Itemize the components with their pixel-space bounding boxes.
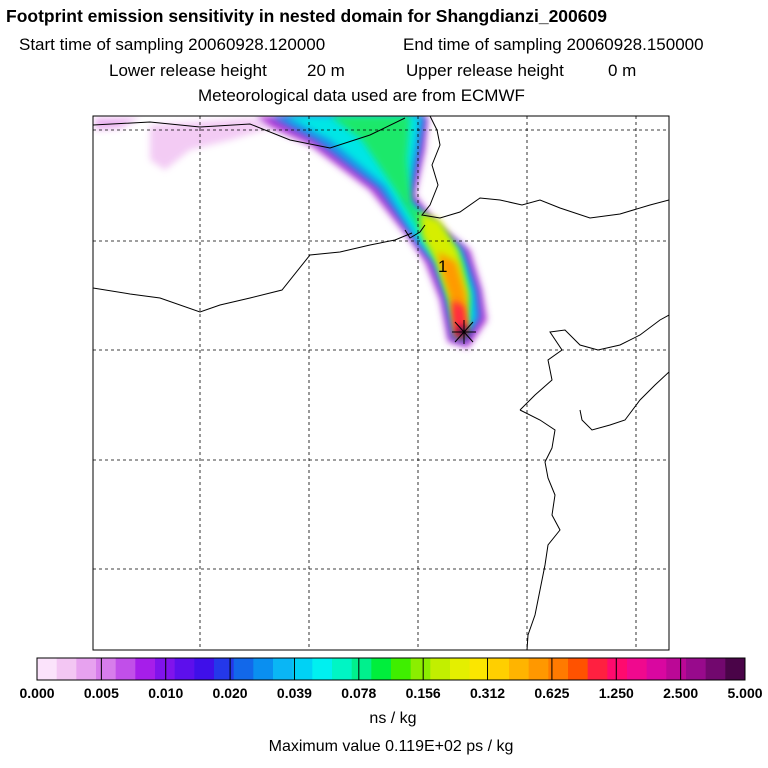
colorbar-swatch: [37, 658, 58, 680]
colorbar-swatch: [371, 658, 392, 680]
colorbar-tick-label: 0.078: [341, 685, 377, 701]
colorbar-tick-label: 0.005: [83, 685, 119, 701]
map-title: Footprint emission sensitivity in nested…: [6, 6, 607, 26]
colorbar-tick-label: 0.156: [405, 685, 441, 701]
colorbar-swatch: [56, 658, 77, 680]
release-site-label: 1: [438, 257, 447, 276]
colorbar-swatch: [587, 658, 608, 680]
end-time-label: End time of sampling 20060928.150000: [403, 35, 704, 54]
upper-release-value: 0 m: [608, 61, 637, 80]
colorbar-unit: ns / kg: [369, 710, 417, 727]
colorbar-swatch: [214, 658, 235, 680]
met-data-label: Meteorological data used are from ECMWF: [198, 86, 525, 105]
colorbar-swatch: [155, 658, 176, 680]
lower-release-label: Lower release height: [109, 61, 267, 80]
colorbar-swatch: [430, 658, 451, 680]
colorbar-swatch: [115, 658, 136, 680]
colorbar-tick-label: 0.039: [276, 685, 312, 701]
faint-plume-patch: [150, 118, 270, 170]
map-frame: [92, 115, 670, 651]
coastlines: [93, 116, 669, 650]
colorbar-border: [36, 657, 746, 681]
upper-release-label: Upper release height: [406, 61, 564, 80]
colorbar-tick-label: 0.000: [19, 685, 55, 701]
colorbar-swatch: [548, 658, 569, 680]
graticule: [93, 116, 669, 650]
colorbar-tick-label: 0.010: [148, 685, 184, 701]
colorbar-swatch: [666, 658, 687, 680]
colorbar-swatch: [76, 658, 97, 680]
colorbar-swatch: [450, 658, 471, 680]
colorbar-swatch: [489, 658, 510, 680]
plume-layer: [95, 116, 487, 348]
colorbar-swatch: [194, 658, 215, 680]
colorbar-swatch: [509, 658, 530, 680]
colorbar-swatch: [351, 658, 372, 680]
colorbar-swatch: [174, 658, 195, 680]
colorbar: [36, 657, 746, 681]
colorbar-swatch: [253, 658, 274, 680]
colorbar-swatch: [607, 658, 628, 680]
colorbar-tick-label: 0.625: [534, 685, 570, 701]
colorbar-swatch: [627, 658, 648, 680]
colorbar-swatch: [332, 658, 353, 680]
release-site-marker: [452, 320, 476, 344]
colorbar-swatch: [312, 658, 333, 680]
colorbar-swatch: [725, 658, 746, 680]
colorbar-swatch: [410, 658, 431, 680]
colorbar-swatch: [646, 658, 667, 680]
colorbar-swatch: [568, 658, 589, 680]
colorbar-swatch: [391, 658, 412, 680]
colorbar-swatch: [705, 658, 726, 680]
colorbar-swatch: [686, 658, 707, 680]
colorbar-tick-label: 5.000: [727, 685, 763, 701]
colorbar-swatch: [292, 658, 313, 680]
colorbar-swatch: [273, 658, 294, 680]
colorbar-tick-label: 0.020: [212, 685, 248, 701]
colorbar-tick-label: 2.500: [663, 685, 699, 701]
maximum-value-label: Maximum value 0.119E+02 ps / kg: [268, 738, 514, 755]
colorbar-tick-label: 0.312: [470, 685, 506, 701]
colorbar-swatch: [528, 658, 549, 680]
start-time-label: Start time of sampling 20060928.120000: [19, 35, 326, 54]
colorbar-swatch: [233, 658, 254, 680]
colorbar-swatch: [135, 658, 156, 680]
colorbar-tick-label: 1.250: [598, 685, 634, 701]
colorbar-swatch: [469, 658, 490, 680]
colorbar-swatch: [96, 658, 117, 680]
lower-release-value: 20 m: [307, 61, 345, 80]
